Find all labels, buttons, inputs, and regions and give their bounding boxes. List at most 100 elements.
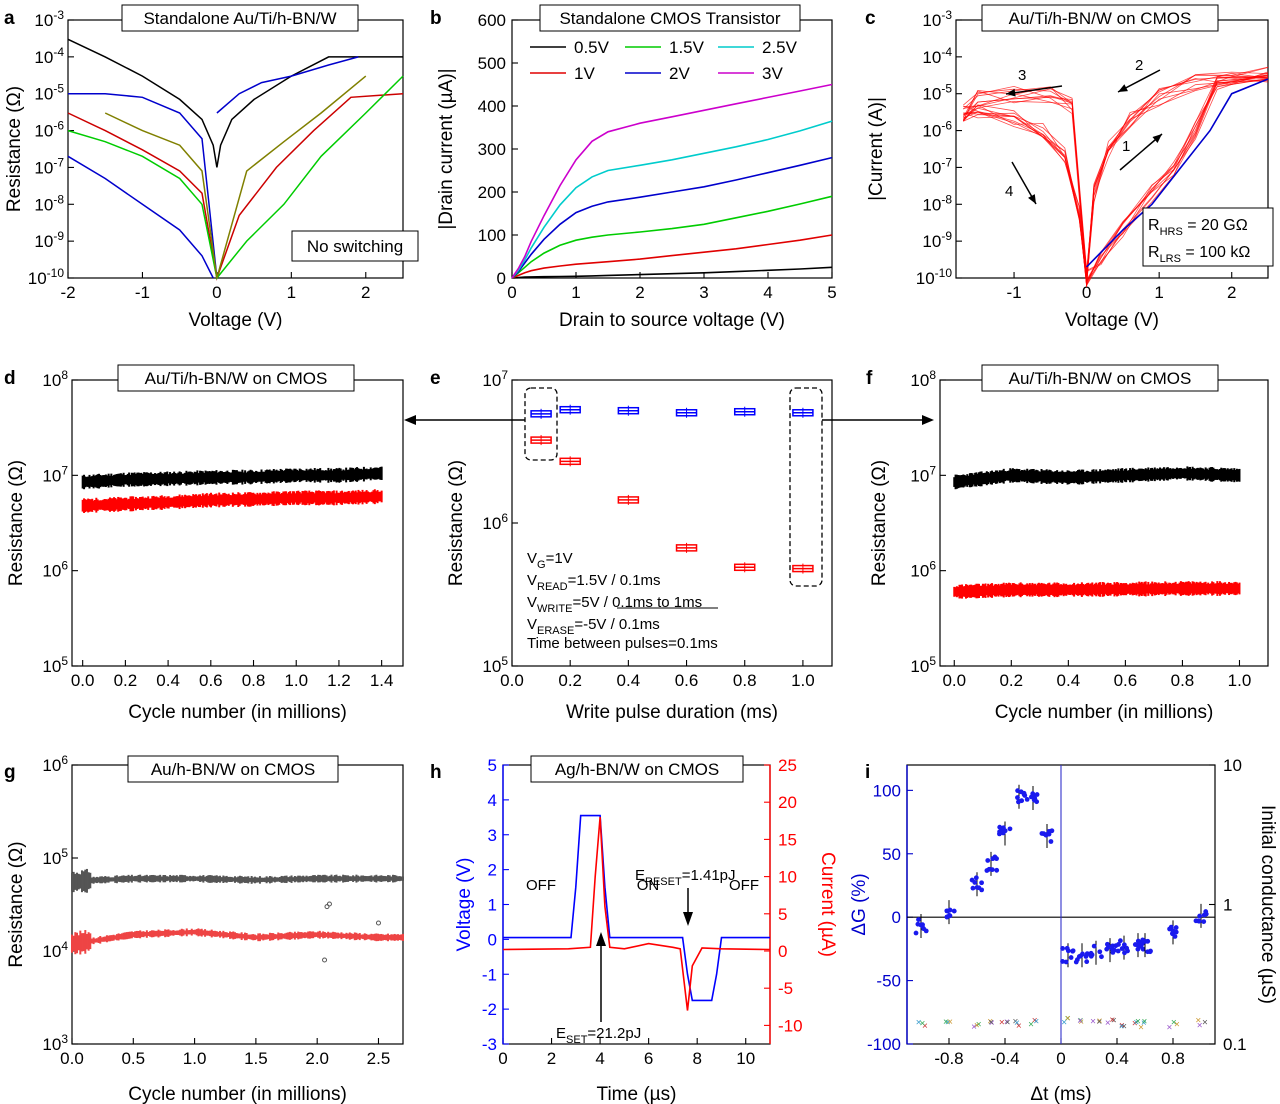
- legend-label: 1V: [574, 64, 595, 83]
- y-tick-label: 10-6: [922, 119, 952, 141]
- x-tick-label: 0.4: [156, 671, 180, 690]
- x-axis-label: Voltage (V): [189, 310, 283, 331]
- legend-label: 3V: [762, 64, 783, 83]
- data-point: [1197, 913, 1203, 919]
- series-line: [511, 83, 833, 279]
- data-point: [1007, 826, 1013, 832]
- y-tick-label: 10-10: [28, 266, 65, 288]
- state-label: ON: [637, 877, 660, 894]
- data-point: [1064, 945, 1070, 951]
- y2-tick-label: 0.1: [1223, 1035, 1247, 1054]
- tick-base: 10: [910, 657, 929, 676]
- x-tick-label: 0.6: [675, 671, 699, 690]
- x-tick-label: 0.5: [121, 1049, 145, 1068]
- title-box-g: [127, 755, 339, 783]
- tick-base: 10: [922, 195, 941, 214]
- y-tick-label: 2: [488, 861, 497, 880]
- tick-base: 10: [42, 371, 61, 390]
- text-rest: =1.41pJ: [682, 867, 736, 884]
- text-main: V: [527, 572, 537, 589]
- text-subscript: G: [537, 559, 546, 571]
- series-line: [511, 120, 833, 279]
- data-point: [944, 914, 950, 920]
- y-tick-label: -50: [876, 972, 901, 991]
- y-axis-label: Resistance (Ω): [446, 460, 467, 586]
- data-point: [1140, 937, 1146, 943]
- x-tick-label: -0.4: [990, 1049, 1019, 1068]
- x-tick-label: -1: [135, 283, 150, 302]
- tick-base: 10: [922, 158, 941, 177]
- tick-exponent: -5: [941, 82, 952, 96]
- data-point: ×: [1005, 1018, 1011, 1029]
- y-tick-label: 5: [488, 756, 497, 775]
- y2-tick-label: 1: [1223, 896, 1232, 915]
- tick-exponent: 6: [61, 559, 68, 573]
- y-tick-label: 3: [488, 826, 497, 845]
- data-point: [994, 867, 1000, 873]
- data-point: ×: [1065, 1013, 1071, 1024]
- tick-base: 10: [34, 232, 53, 251]
- text-subscript: READ: [537, 581, 568, 593]
- series-line: [1086, 77, 1269, 286]
- tick-exponent: 7: [61, 463, 68, 477]
- plot-frame-g: [71, 764, 404, 1045]
- tick-base: 10: [910, 466, 929, 485]
- tick-exponent: 3: [61, 1032, 68, 1046]
- data-point: [1173, 925, 1179, 930]
- condition-text-1: VREAD=1.5V / 0.1ms: [527, 572, 661, 593]
- data-point: [1084, 959, 1090, 965]
- x-tick-label: 6: [644, 1049, 653, 1068]
- tick-base: 10: [28, 269, 47, 288]
- x-tick-label: 2: [1227, 283, 1236, 302]
- data-point: [1201, 919, 1207, 924]
- data-point: ×: [1028, 1019, 1034, 1030]
- direction-arrow: [1005, 85, 1063, 95]
- series-line: [1086, 75, 1269, 272]
- legend-label: 2V: [669, 64, 690, 83]
- x-tick-label: 1.0: [791, 671, 815, 690]
- data-point: ×: [1202, 1017, 1208, 1028]
- y-tick-label: 50: [882, 845, 901, 864]
- data-point: [979, 887, 985, 893]
- data-point: ×: [1138, 1022, 1144, 1033]
- tick-base: 10: [922, 11, 941, 30]
- data-point: [974, 885, 980, 890]
- x-tick-label: 1.0: [1228, 671, 1252, 690]
- y-tick-label: 0: [892, 908, 901, 927]
- tick-base: 10: [922, 232, 941, 251]
- series-line: [963, 114, 1087, 280]
- x-tick-label: 2: [361, 283, 370, 302]
- series-line: [962, 97, 1087, 285]
- tick-base: 10: [42, 562, 61, 581]
- data-point: ×: [1109, 1015, 1115, 1026]
- tick-exponent: 6: [501, 511, 508, 525]
- y-tick-label: 10-3: [34, 8, 64, 30]
- y-tick-label: 104: [42, 939, 68, 961]
- tick-exponent: -8: [53, 192, 64, 206]
- y2-tick-label: 10: [1223, 756, 1242, 775]
- y-tick-label: 105: [42, 654, 68, 676]
- tick-exponent: -7: [53, 155, 64, 169]
- x-tick-label: 0: [1082, 283, 1091, 302]
- x-tick-label: 4: [763, 283, 772, 302]
- tick-base: 10: [482, 371, 501, 390]
- y-tick-label: 10-5: [922, 82, 952, 104]
- arrow-head: [1118, 84, 1128, 92]
- condition-text-0: VG=1V: [527, 550, 573, 571]
- series-line: [104, 75, 367, 279]
- highlight-box-left: [524, 387, 558, 461]
- series-line: [963, 88, 1087, 287]
- y-tick-label: 107: [42, 463, 68, 485]
- data-point: [1106, 944, 1111, 950]
- x-axis-label: Drain to source voltage (V): [559, 310, 785, 331]
- tick-exponent: 8: [929, 368, 936, 382]
- data-point: ×: [999, 1017, 1005, 1028]
- panel-title-f: Au/Ti/h-BN/W on CMOS: [1009, 369, 1192, 388]
- y-tick-label: 108: [910, 368, 936, 390]
- y-tick-label: 600: [478, 11, 506, 30]
- data-point: ×: [1111, 1015, 1117, 1026]
- tick-exponent: 8: [61, 368, 68, 382]
- tick-exponent: -9: [53, 229, 64, 243]
- x-axis-label: Cycle number (in millions): [128, 702, 347, 723]
